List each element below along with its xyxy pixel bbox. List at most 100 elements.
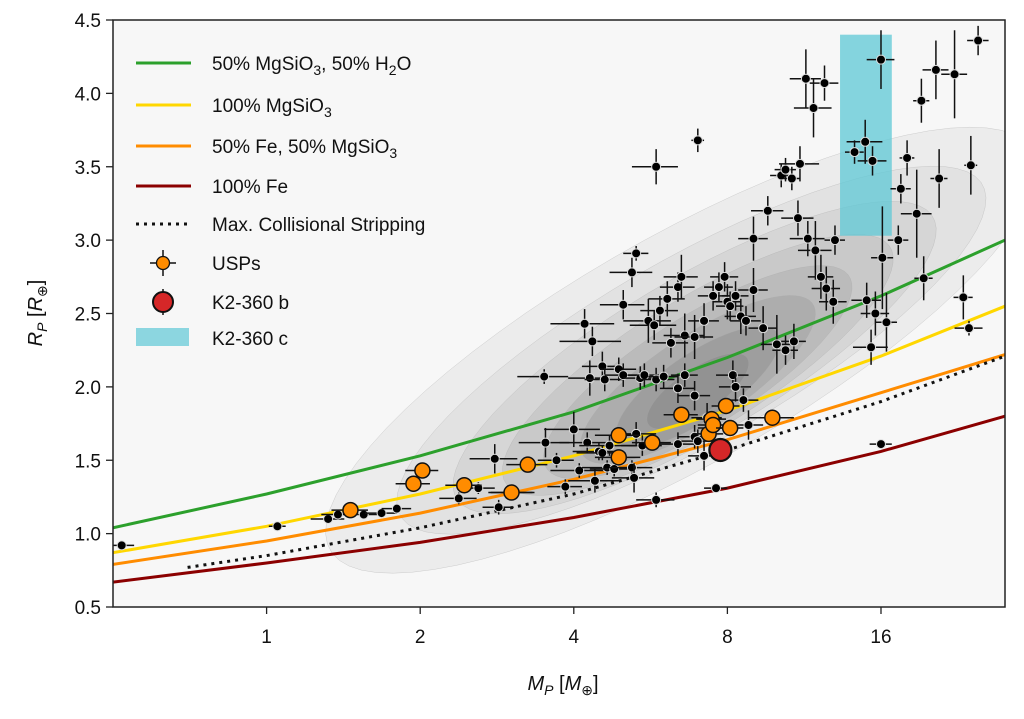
planet-point-111-marker: [918, 273, 929, 284]
planet-point-90: [781, 200, 814, 236]
planet-point-89: [809, 65, 839, 101]
planet-point-47-marker: [672, 439, 683, 450]
planet-point-115-marker: [949, 69, 960, 80]
planet-point-10-marker: [493, 502, 504, 513]
planet-point-59: [629, 310, 677, 340]
planet-point-56: [609, 257, 653, 288]
legend-k2b-marker-icon: [152, 291, 174, 313]
planet-point-31-marker: [599, 374, 610, 385]
planet-point-115: [941, 30, 968, 119]
usp-point-4-marker: [456, 476, 473, 494]
usp-point-9: [631, 434, 671, 451]
y-tick-label-4: 2.5: [75, 305, 101, 326]
planet-point-100: [846, 119, 883, 164]
planet-point-3-marker: [332, 509, 343, 520]
usp-point-10: [663, 406, 698, 424]
planet-point-7-marker: [453, 493, 464, 504]
planet-point-87-marker: [800, 73, 811, 84]
planet-point-0-marker: [116, 540, 127, 551]
planet-point-53: [550, 309, 615, 339]
planet-point-81: [738, 216, 768, 261]
planet-point-45: [727, 388, 759, 412]
planet-point-113-marker: [930, 64, 941, 75]
planet-point-70: [710, 262, 739, 292]
usp-point-16-marker: [764, 409, 781, 426]
usp-point-1: [331, 501, 368, 519]
curve-stripping: [187, 354, 1005, 569]
planet-point-88-marker: [808, 103, 819, 114]
planet-point-14-marker: [560, 481, 571, 492]
y-tick-label-0: 0.5: [75, 598, 101, 619]
planet-point-55-marker: [618, 299, 629, 310]
legend-item-k2-360c: K2-360 c: [136, 328, 288, 350]
planet-point-16: [550, 463, 605, 478]
y-tick-label-1: 1.0: [75, 525, 101, 546]
planet-point-38: [659, 373, 695, 404]
planet-point-1-marker: [272, 521, 283, 532]
planet-point-72-marker: [725, 301, 736, 312]
planet-point-69-marker: [713, 282, 724, 293]
planet-point-24-marker: [626, 462, 637, 473]
planet-point-91-marker: [802, 233, 813, 244]
planet-point-51: [704, 483, 728, 494]
legend-label-usps: USPs: [212, 254, 261, 275]
planet-point-37-marker: [658, 371, 669, 382]
planet-point-109-marker: [902, 152, 913, 163]
planet-point-102-marker: [875, 54, 886, 65]
planet-point-20-marker: [597, 447, 608, 458]
planet-point-101-marker: [867, 155, 878, 166]
planet-point-39: [670, 363, 698, 387]
planet-point-61: [648, 281, 685, 317]
x-tick-label-3: 8: [722, 627, 733, 648]
y-axis-ticks: 0.5 1.0 1.5 2.0 2.5 3.0 3.5 4.0 4.5: [75, 11, 113, 619]
legend-item-iron: 100% Fe: [136, 177, 288, 198]
planet-point-55: [599, 290, 645, 320]
planet-point-96: [824, 225, 845, 255]
planet-point-15-marker: [568, 424, 579, 435]
planet-point-57-marker: [631, 248, 642, 259]
planet-point-86-marker: [794, 158, 805, 169]
legend-item-rock: 100% MgSiO3: [136, 96, 332, 120]
planet-point-104: [860, 291, 890, 336]
planet-point-85: [783, 166, 800, 191]
planet-point-63-marker: [672, 282, 683, 293]
planet-point-87: [789, 49, 821, 109]
planet-point-1: [268, 521, 286, 532]
planet-point-92: [797, 221, 832, 280]
planet-point-113: [922, 40, 949, 100]
planet-point-73: [721, 281, 749, 311]
planet-point-52: [636, 492, 675, 508]
planet-point-81-marker: [748, 233, 759, 244]
usp-point-2-marker: [405, 475, 422, 492]
planet-point-14: [547, 479, 582, 495]
planet-point-107-marker: [893, 235, 904, 246]
planet-point-93-marker: [821, 283, 832, 294]
usp-point-14: [711, 397, 740, 415]
legend-label-rock: 100% MgSiO3: [212, 96, 332, 120]
legend-item-water: 50% MgSiO3, 50% H2O: [136, 54, 411, 78]
planet-point-2-marker: [323, 513, 334, 524]
planet-point-86: [779, 146, 820, 182]
planet-point-120-marker: [875, 439, 886, 450]
planet-point-44: [718, 372, 752, 402]
planet-point-60-marker: [654, 305, 665, 316]
planet-point-40-marker: [689, 390, 700, 401]
planet-point-110-marker: [911, 208, 922, 219]
planet-point-116-marker: [958, 292, 969, 303]
usp-point-8-marker: [610, 427, 628, 444]
legend-label-iron: 100% Fe: [212, 177, 288, 198]
planet-point-98: [631, 149, 678, 185]
planet-point-85-marker: [786, 173, 797, 184]
planet-point-59-marker: [649, 320, 660, 331]
planet-point-73-marker: [730, 290, 741, 301]
planet-point-93: [811, 266, 841, 311]
planet-point-65-marker: [679, 330, 690, 341]
y-tick-label-5: 3.0: [75, 231, 101, 252]
planet-point-119-marker: [963, 323, 974, 334]
planet-point-105-marker: [877, 252, 888, 263]
planet-point-15: [544, 411, 600, 448]
planet-point-118-marker: [973, 35, 984, 46]
usp-point-14-marker: [717, 397, 735, 415]
planet-point-79: [772, 335, 798, 365]
planet-point-16-marker: [574, 465, 585, 476]
